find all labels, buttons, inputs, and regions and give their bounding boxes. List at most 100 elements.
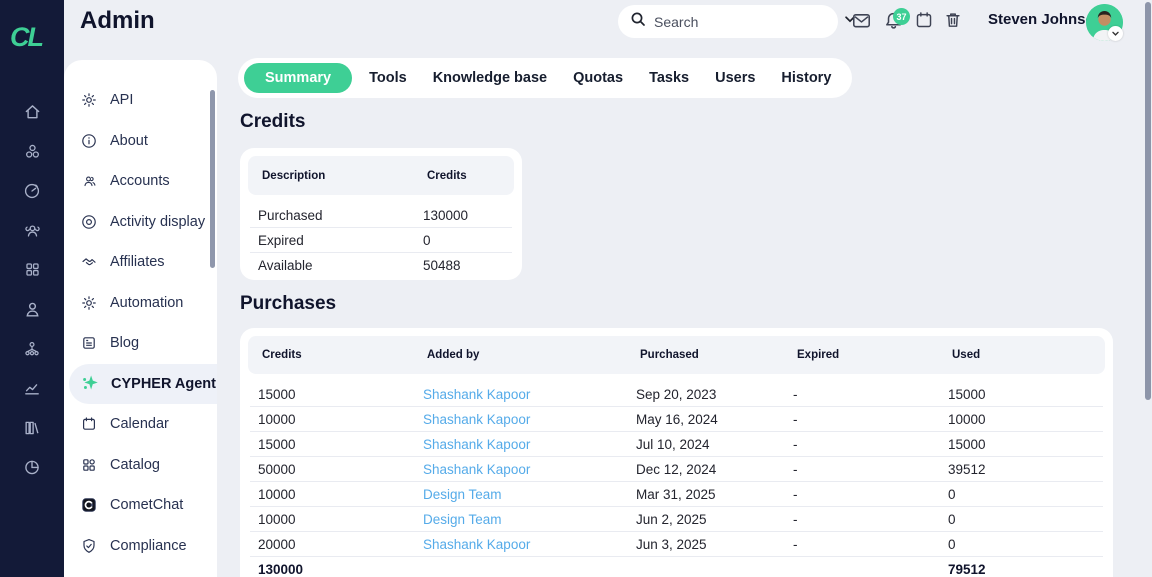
avatar[interactable] [1086,4,1123,41]
credit-row-label: Purchased [258,207,323,223]
user-menu-chevron-down-icon[interactable] [1108,26,1123,41]
sidebar-item-compliance[interactable]: Compliance [64,526,217,567]
cell-added-by-link[interactable]: Shashank Kapoor [423,386,531,402]
sidebar-item-calendar[interactable]: Calendar [64,404,217,445]
app-logo[interactable]: CL [10,22,44,52]
sidebar-item-label: API [110,92,134,109]
search-chevron-down-icon[interactable] [843,12,857,31]
cell-credits: 15000 [258,386,296,402]
sidebar-item-catalog[interactable]: Catalog [64,445,217,486]
tab-knowledge-base[interactable]: Knowledge base [432,70,548,86]
cell-added-by-link[interactable]: Shashank Kapoor [423,461,531,477]
cell-added-by-link[interactable]: Shashank Kapoor [423,436,531,452]
sidebar-item-cometchat[interactable]: CometChat [64,485,217,526]
column-header-used: Used [952,349,981,361]
rail-users-icon[interactable] [0,211,64,251]
purchases-section-title: Purchases [240,293,337,314]
column-header-purchased: Purchased [640,349,699,361]
cell-credits: 15000 [258,436,296,452]
cell-expired: - [793,461,798,477]
rail-gauge-icon[interactable] [0,171,64,211]
tab-history[interactable]: History [781,70,832,86]
cell-purchased: Jul 10, 2024 [636,436,710,452]
credit-row-value: 50488 [423,258,461,273]
sidebar-item-label: Blog [110,335,140,352]
search-bar[interactable] [618,5,855,38]
purchases-table-header: Credits Added by Purchased Expired Used [248,336,1105,374]
sidebar-item-label: Automation [110,294,184,311]
rail-cluster-icon[interactable] [0,132,64,172]
cell-expired: - [793,536,798,552]
tab-users[interactable]: Users [715,70,756,86]
cell-added-by-link[interactable]: Design Team [423,511,502,527]
rail-grid-icon[interactable] [0,250,64,290]
sidebar-item-affiliates[interactable]: Affiliates [64,242,217,283]
cell-used: 0 [948,511,956,527]
tab-tools[interactable]: Tools [369,70,407,86]
credits-section-title: Credits [240,111,306,132]
sidebar-item-label: CometChat [110,497,184,514]
sidebar-item-blog[interactable]: Blog [64,323,217,364]
cell-purchased: Jun 3, 2025 [636,536,707,552]
column-header-credits: Credits [427,169,467,182]
cell-purchased: Dec 12, 2024 [636,461,717,477]
tab-tasks[interactable]: Tasks [649,70,690,86]
sidebar-item-api[interactable]: API [64,80,217,121]
table-row: Expired 0 [250,228,512,253]
sidebar-item-automation[interactable]: Automation [64,283,217,324]
table-row: 10000 Design Team Mar 31, 2025 - 0 [250,482,1103,507]
rail-home-icon[interactable] [0,92,64,132]
cell-added-by-link[interactable]: Shashank Kapoor [423,536,531,552]
tab-bar: Summary Tools Knowledge base Quotas Task… [238,58,853,98]
sidebar-item-label: About [110,132,148,149]
trash-icon[interactable] [944,11,962,34]
credit-row-value: 0 [423,232,431,248]
sidebar-item-label: Affiliates [110,254,165,271]
cell-added-by-link[interactable]: Shashank Kapoor [423,411,531,427]
sidebar: API About Accounts Activity display Affi… [64,60,217,577]
table-row: Purchased 130000 [250,203,512,228]
tab-summary[interactable]: Summary [244,63,353,93]
icon-rail: CL [0,0,64,577]
sidebar-item-label: Compliance [110,537,187,554]
column-header-expired: Expired [797,349,840,361]
cell-purchased: Mar 31, 2025 [636,486,716,502]
cell-purchased: Jun 2, 2025 [636,511,707,527]
cell-expired: - [793,411,798,427]
sidebar-scrollbar[interactable] [210,90,215,268]
tab-quotas[interactable]: Quotas [573,70,624,86]
notification-count-badge: 37 [893,8,910,25]
mail-icon[interactable] [852,11,871,35]
cell-used: 0 [948,486,956,502]
cell-used: 0 [948,536,956,552]
credit-row-value: 130000 [423,207,469,223]
rail-person-icon[interactable] [0,290,64,330]
cell-credits: 10000 [258,511,296,527]
sidebar-item-label: Accounts [110,173,170,190]
user-name[interactable]: Steven Johnson [988,11,1104,28]
total-credits: 130000 [258,562,304,577]
sidebar-item-accounts[interactable]: Accounts [64,161,217,202]
calendar-header-icon[interactable] [915,11,933,34]
rail-hierarchy-icon[interactable] [0,329,64,369]
cell-used: 39512 [948,461,986,477]
sidebar-item-activity-display[interactable]: Activity display [64,202,217,243]
cell-purchased: Sep 20, 2023 [636,386,717,402]
cell-expired: - [793,386,798,402]
cell-added-by-link[interactable]: Design Team [423,486,502,502]
page-scrollbar[interactable] [1145,2,1151,400]
sidebar-item-about[interactable]: About [64,121,217,162]
rail-pie-chart-icon[interactable] [0,448,64,488]
column-header-credits: Credits [262,349,302,361]
cell-purchased: May 16, 2024 [636,411,718,427]
search-icon [630,11,646,32]
rail-line-chart-icon[interactable] [0,369,64,409]
table-row: Available 50488 [250,253,512,278]
sidebar-item-cypher-agent[interactable]: CYPHER Agent [69,363,217,404]
search-input[interactable] [654,13,835,30]
table-total-row: 130000 79512 [250,557,1103,577]
rail-library-icon[interactable] [0,408,64,448]
sidebar-item-label: Catalog [110,456,160,473]
cell-credits: 10000 [258,411,296,427]
